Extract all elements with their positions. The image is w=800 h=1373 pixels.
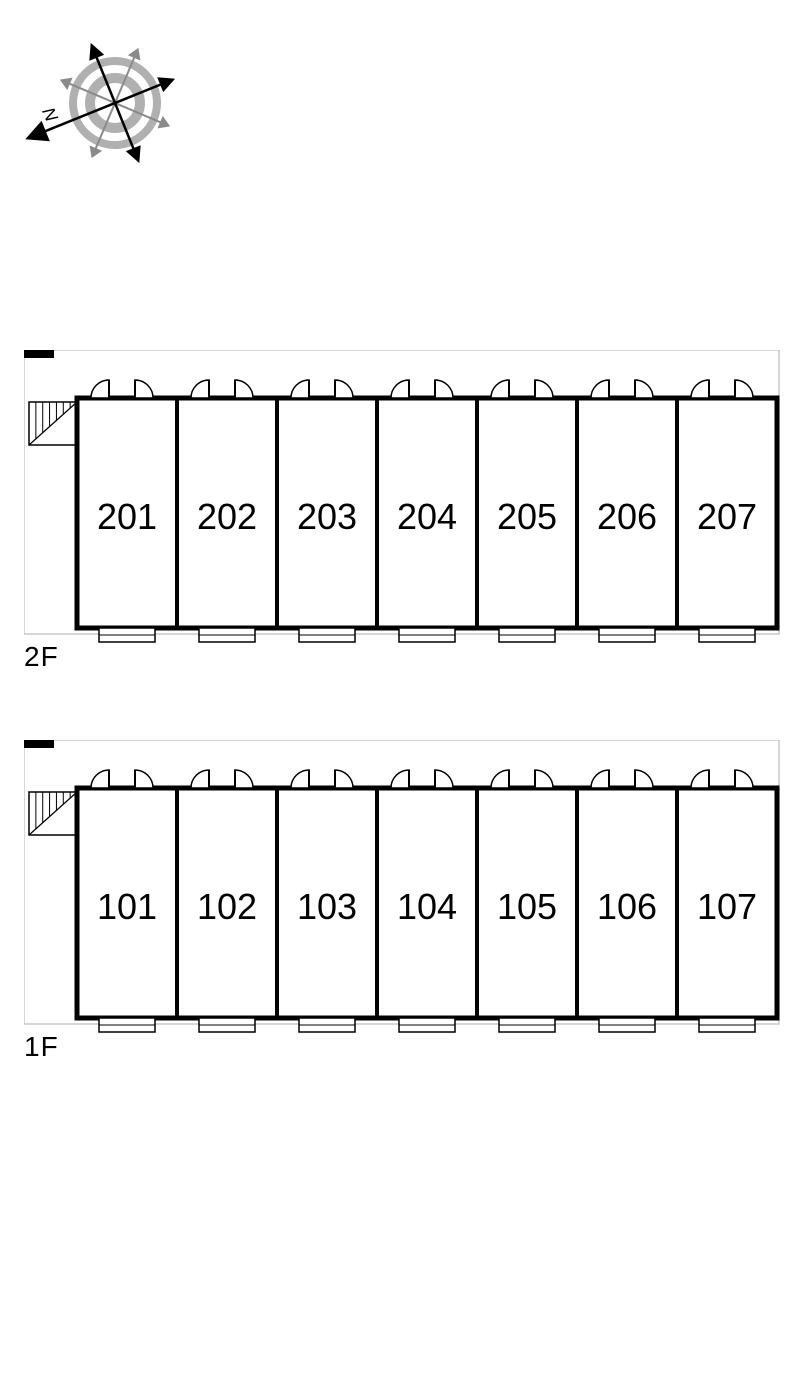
floor-1f-svg: 101 102 103 104 105 106 107	[24, 740, 784, 1080]
unit-label: 202	[197, 496, 257, 537]
floor-1f-label: 1F	[24, 1031, 59, 1063]
compass-svg: N	[15, 25, 185, 175]
floor-2f-svg: 201 202 203 204 205 206 207	[24, 350, 784, 690]
floor-2f: 201 202 203 204 205 206 207 2F	[24, 350, 776, 690]
floor-2f-label: 2F	[24, 641, 59, 673]
compass: N	[15, 25, 185, 175]
unit-label: 206	[597, 496, 657, 537]
unit-label: 207	[697, 496, 757, 537]
unit-label: 205	[497, 496, 557, 537]
unit-label: 102	[197, 886, 257, 927]
unit-label: 204	[397, 496, 457, 537]
unit-label: 101	[97, 886, 157, 927]
unit-label: 103	[297, 886, 357, 927]
unit-label: 201	[97, 496, 157, 537]
compass-n-label: N	[38, 104, 62, 125]
unit-label: 203	[297, 496, 357, 537]
unit-label: 107	[697, 886, 757, 927]
floor-1f: 101 102 103 104 105 106 107 1F	[24, 740, 776, 1080]
unit-label: 105	[497, 886, 557, 927]
unit-label: 104	[397, 886, 457, 927]
floorplan-page: N 201202203204205206207 2F 1011021031041…	[0, 0, 800, 1373]
unit-label: 106	[597, 886, 657, 927]
